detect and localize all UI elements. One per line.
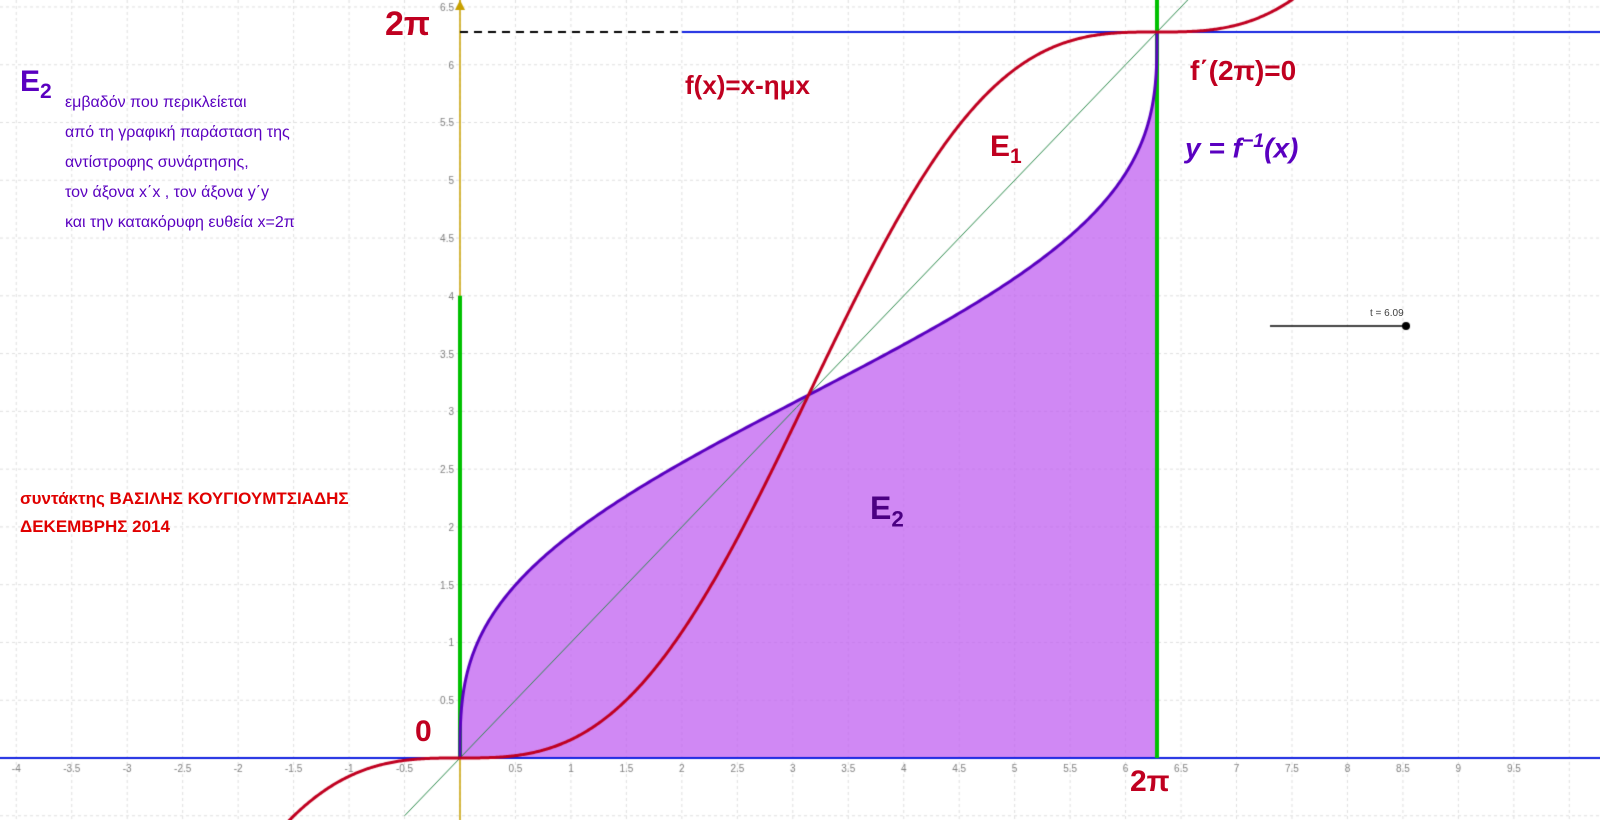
function-plot xyxy=(0,0,1600,820)
